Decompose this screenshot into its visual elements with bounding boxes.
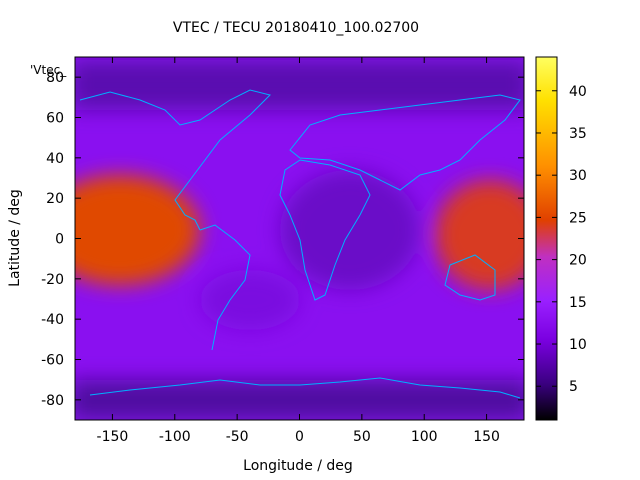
- y-tick-label: 60: [46, 111, 64, 127]
- colorbar-tick-label: 35: [569, 126, 587, 142]
- colorbar-tick-label: 10: [569, 337, 587, 353]
- legend-entry: 'Vtec_: [30, 63, 67, 77]
- y-tick-label: 20: [46, 191, 64, 207]
- x-tick-label: 100: [411, 429, 438, 445]
- colorbar-tick-label: 25: [569, 210, 587, 226]
- chart-title: VTEC / TECU 20180410_100.02700: [173, 20, 419, 36]
- y-tick-label: -80: [41, 393, 64, 409]
- heatmap-shading: [75, 60, 524, 420]
- y-tick-label: -60: [41, 353, 64, 369]
- x-tick-label: -150: [97, 429, 129, 445]
- y-tick-label: 80: [46, 70, 64, 86]
- x-tick-label: 150: [473, 429, 500, 445]
- colorbar: [535, 56, 558, 421]
- colorbar-axis: 5 10 15 20 25 30 35 40: [536, 84, 587, 395]
- x-axis: -150 -100 -50 0 50 100 150: [97, 57, 500, 445]
- colorbar-tick-label: 15: [569, 295, 587, 311]
- x-tick-label: 0: [295, 429, 304, 445]
- x-tick-label: -100: [159, 429, 191, 445]
- colorbar-tick-label: 5: [569, 379, 578, 395]
- coastlines: [79, 89, 521, 399]
- colorbar-tick-label: 20: [569, 253, 587, 269]
- y-axis-label: Latitude / deg: [7, 189, 23, 287]
- heatmap-area: [75, 57, 524, 420]
- y-tick-label: 40: [46, 151, 64, 167]
- y-axis: -80 -60 -40 -20 0 20 40 60 80: [41, 70, 524, 409]
- x-tick-label: 50: [353, 429, 371, 445]
- x-tick-label: -50: [226, 429, 249, 445]
- colorbar-tick-label: 30: [569, 168, 587, 184]
- y-tick-label: -40: [41, 312, 64, 328]
- y-tick-label: -20: [41, 272, 64, 288]
- colorbar-tick-label: 40: [569, 84, 587, 100]
- y-tick-label: 0: [55, 232, 64, 248]
- x-axis-label: Longitude / deg: [243, 458, 353, 474]
